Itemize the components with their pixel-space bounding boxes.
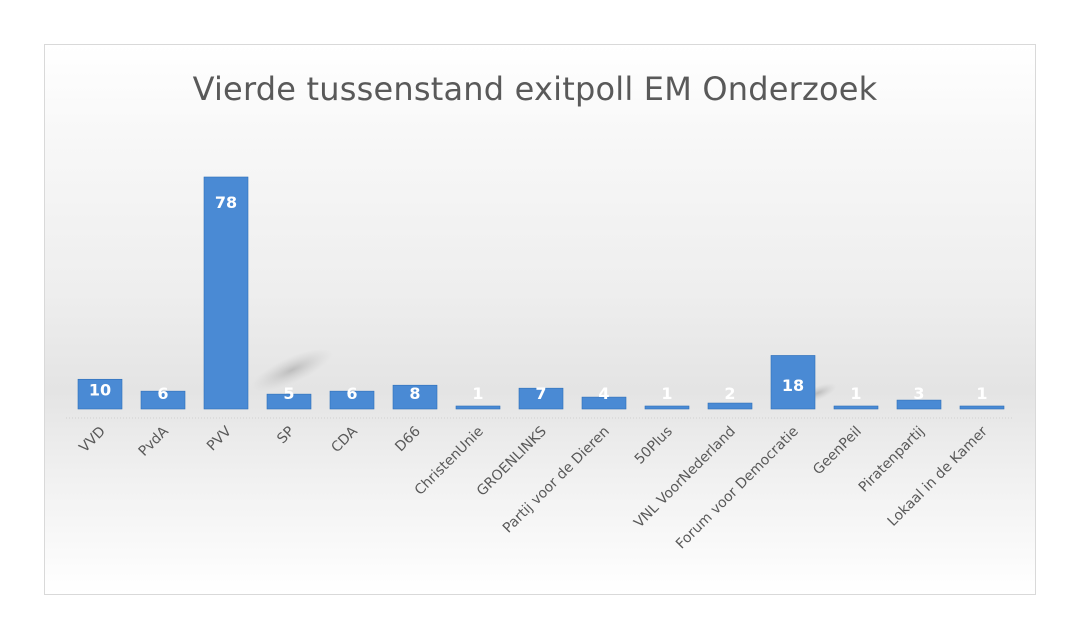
- data-label: 1: [661, 384, 672, 403]
- data-label: 3: [913, 384, 924, 403]
- x-tick-label: VVD: [76, 424, 108, 456]
- data-label: 6: [157, 384, 168, 403]
- x-tick-label: CDA: [328, 423, 361, 456]
- x-tick-label: SP: [274, 424, 298, 448]
- bar: [518, 387, 564, 410]
- data-label: 5: [283, 384, 294, 403]
- bar: [203, 176, 249, 410]
- bar: [329, 390, 375, 410]
- data-label: 2: [724, 384, 735, 403]
- bar: [833, 405, 879, 410]
- data-label: 1: [850, 384, 861, 403]
- bar: [581, 396, 627, 410]
- bar: [266, 393, 312, 410]
- data-label: 1: [472, 384, 483, 403]
- bar: [770, 355, 816, 410]
- decorative-swoosh: [251, 348, 333, 392]
- data-label: 10: [89, 380, 111, 399]
- x-tick-label: PvdA: [136, 423, 172, 459]
- data-label: 18: [782, 376, 804, 395]
- x-tick-label: Forum voor Democratie: [673, 424, 802, 553]
- data-label: 78: [215, 193, 237, 212]
- chart-title: Vierde tussenstand exitpoll EM Onderzoek: [192, 70, 878, 108]
- x-tick-label: D66: [392, 423, 424, 455]
- bar: [707, 402, 753, 410]
- data-label: 7: [535, 384, 546, 403]
- x-tick-label: PVV: [204, 423, 235, 454]
- bar: [77, 378, 123, 410]
- bar: [392, 384, 438, 410]
- bar: [455, 405, 501, 410]
- x-tick-label: GeenPeil: [810, 424, 865, 479]
- data-label: 4: [598, 384, 609, 403]
- data-label: 6: [346, 384, 357, 403]
- x-tick-label: 50Plus: [632, 424, 676, 468]
- bar: [959, 405, 1005, 410]
- bar: [896, 399, 942, 410]
- data-label: 8: [409, 384, 420, 403]
- data-label: 1: [976, 384, 987, 403]
- bar: [644, 405, 690, 410]
- bar: [140, 390, 186, 410]
- x-tick-label: Partij voor de Dieren: [500, 424, 613, 537]
